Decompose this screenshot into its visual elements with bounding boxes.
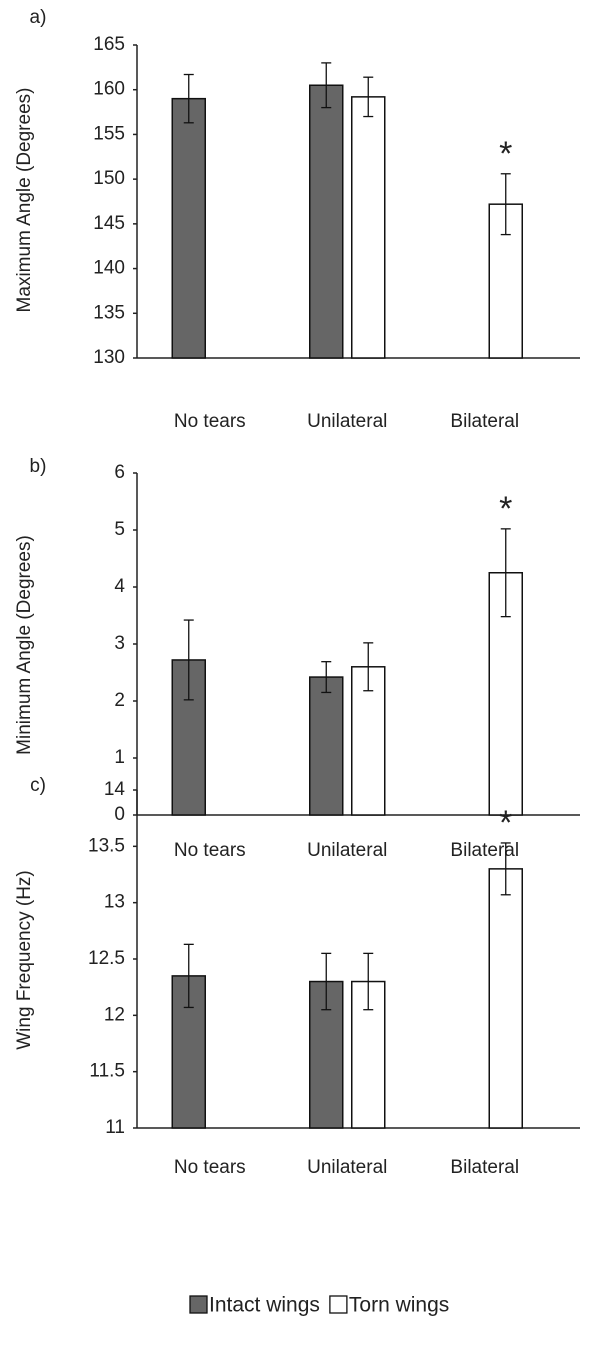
panel-label: a) (30, 7, 47, 28)
legend-label: Intact wings (209, 1294, 320, 1317)
y-axis-label: Minimum Angle (Degrees) (14, 535, 35, 755)
y-tick-label: 2 (114, 690, 125, 711)
y-tick-label: 145 (93, 213, 125, 234)
x-tick-label: Unilateral (307, 411, 387, 432)
bar (488, 868, 523, 1129)
x-tick-label: Bilateral (450, 411, 519, 432)
y-tick-label: 5 (114, 519, 125, 540)
y-tick-label: 12.5 (88, 948, 125, 969)
bar (309, 676, 344, 816)
y-axis-label: Maximum Angle (Degrees) (14, 88, 35, 313)
x-tick-label: Unilateral (307, 840, 387, 861)
y-tick-label: 13.5 (88, 835, 125, 856)
x-tick-label: No tears (174, 411, 246, 432)
y-tick-label: 11.5 (89, 1061, 125, 1082)
y-tick-label: 140 (93, 258, 125, 279)
x-tick-label: No tears (174, 1157, 246, 1178)
panel-label: b) (30, 456, 47, 477)
y-tick-label: 3 (114, 633, 125, 654)
x-tick-label: Bilateral (450, 840, 519, 861)
y-tick-label: 13 (104, 892, 125, 913)
y-tick-label: 135 (93, 302, 125, 323)
bar (351, 96, 386, 359)
x-tick-label: No tears (174, 840, 246, 861)
y-tick-label: 6 (114, 462, 125, 483)
y-axis-label: Wing Frequency (Hz) (14, 870, 35, 1050)
y-tick-label: 155 (93, 123, 125, 144)
y-tick-label: 165 (93, 34, 125, 55)
bar (171, 97, 206, 359)
significance-mark: * (499, 804, 512, 842)
y-tick-label: 150 (93, 168, 125, 189)
y-tick-label: 12 (104, 1004, 125, 1025)
y-tick-label: 130 (93, 347, 125, 368)
panel-label: c) (30, 775, 46, 796)
y-tick-label: 1 (114, 747, 125, 768)
significance-mark: * (499, 490, 512, 528)
y-tick-label: 160 (93, 79, 125, 100)
legend-swatch (189, 1295, 208, 1314)
legend-label: Torn wings (349, 1294, 449, 1317)
y-tick-label: 14 (104, 779, 126, 800)
legend-swatch (329, 1295, 348, 1314)
x-tick-label: Unilateral (307, 1157, 387, 1178)
x-tick-label: Bilateral (450, 1157, 519, 1178)
y-tick-label: 4 (114, 576, 125, 597)
significance-mark: * (499, 135, 512, 173)
y-tick-label: 0 (114, 804, 125, 825)
y-tick-label: 11 (105, 1117, 125, 1138)
bar (309, 84, 344, 359)
